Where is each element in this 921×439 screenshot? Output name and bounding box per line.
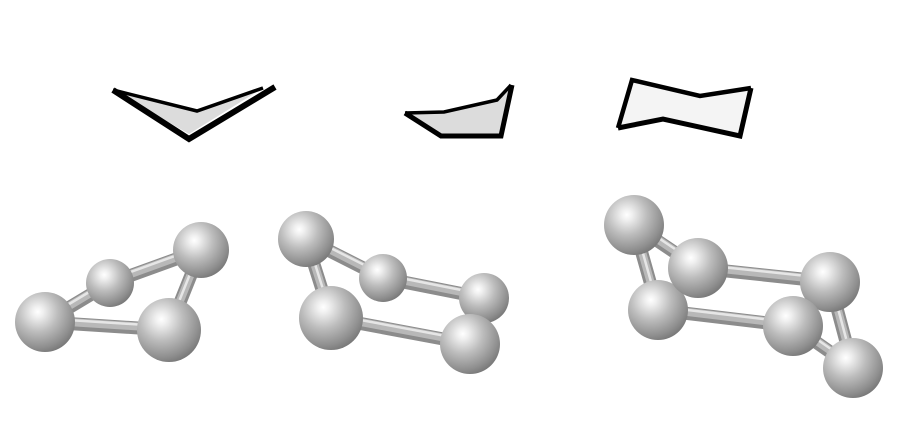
- atom: [604, 195, 664, 255]
- cyclohexane-outline-back-edges: [615, 77, 752, 129]
- atom: [668, 238, 728, 298]
- cyclohexane-outline: [615, 77, 754, 139]
- atom: [763, 296, 823, 356]
- atom: [173, 222, 229, 278]
- atom: [459, 273, 509, 323]
- atom: [137, 298, 201, 362]
- atom: [86, 259, 134, 307]
- atom: [440, 314, 500, 374]
- atom: [823, 338, 883, 398]
- cyclopentane-outline-front-edges: [403, 84, 515, 139]
- atom: [628, 280, 688, 340]
- ballstick-model-2: [278, 211, 509, 374]
- atom: [800, 252, 860, 312]
- cyclobutane-outline: [111, 84, 277, 143]
- atom: [15, 292, 75, 352]
- ballstick-model-3: [604, 195, 883, 398]
- atom: [359, 254, 407, 302]
- cyclobutane-outline-front-edges: [111, 84, 277, 143]
- cyclopentane-outline-back-edges: [404, 83, 513, 115]
- ballstick-model-1: [15, 222, 229, 362]
- cyclopentane-outline: [403, 83, 515, 139]
- ball-and-stick-models: [15, 195, 883, 398]
- cyclohexane-outline-front-edges: [617, 87, 754, 139]
- cyclobutane-outline-back-edges: [112, 86, 264, 113]
- atom: [299, 286, 363, 350]
- atom: [278, 211, 334, 267]
